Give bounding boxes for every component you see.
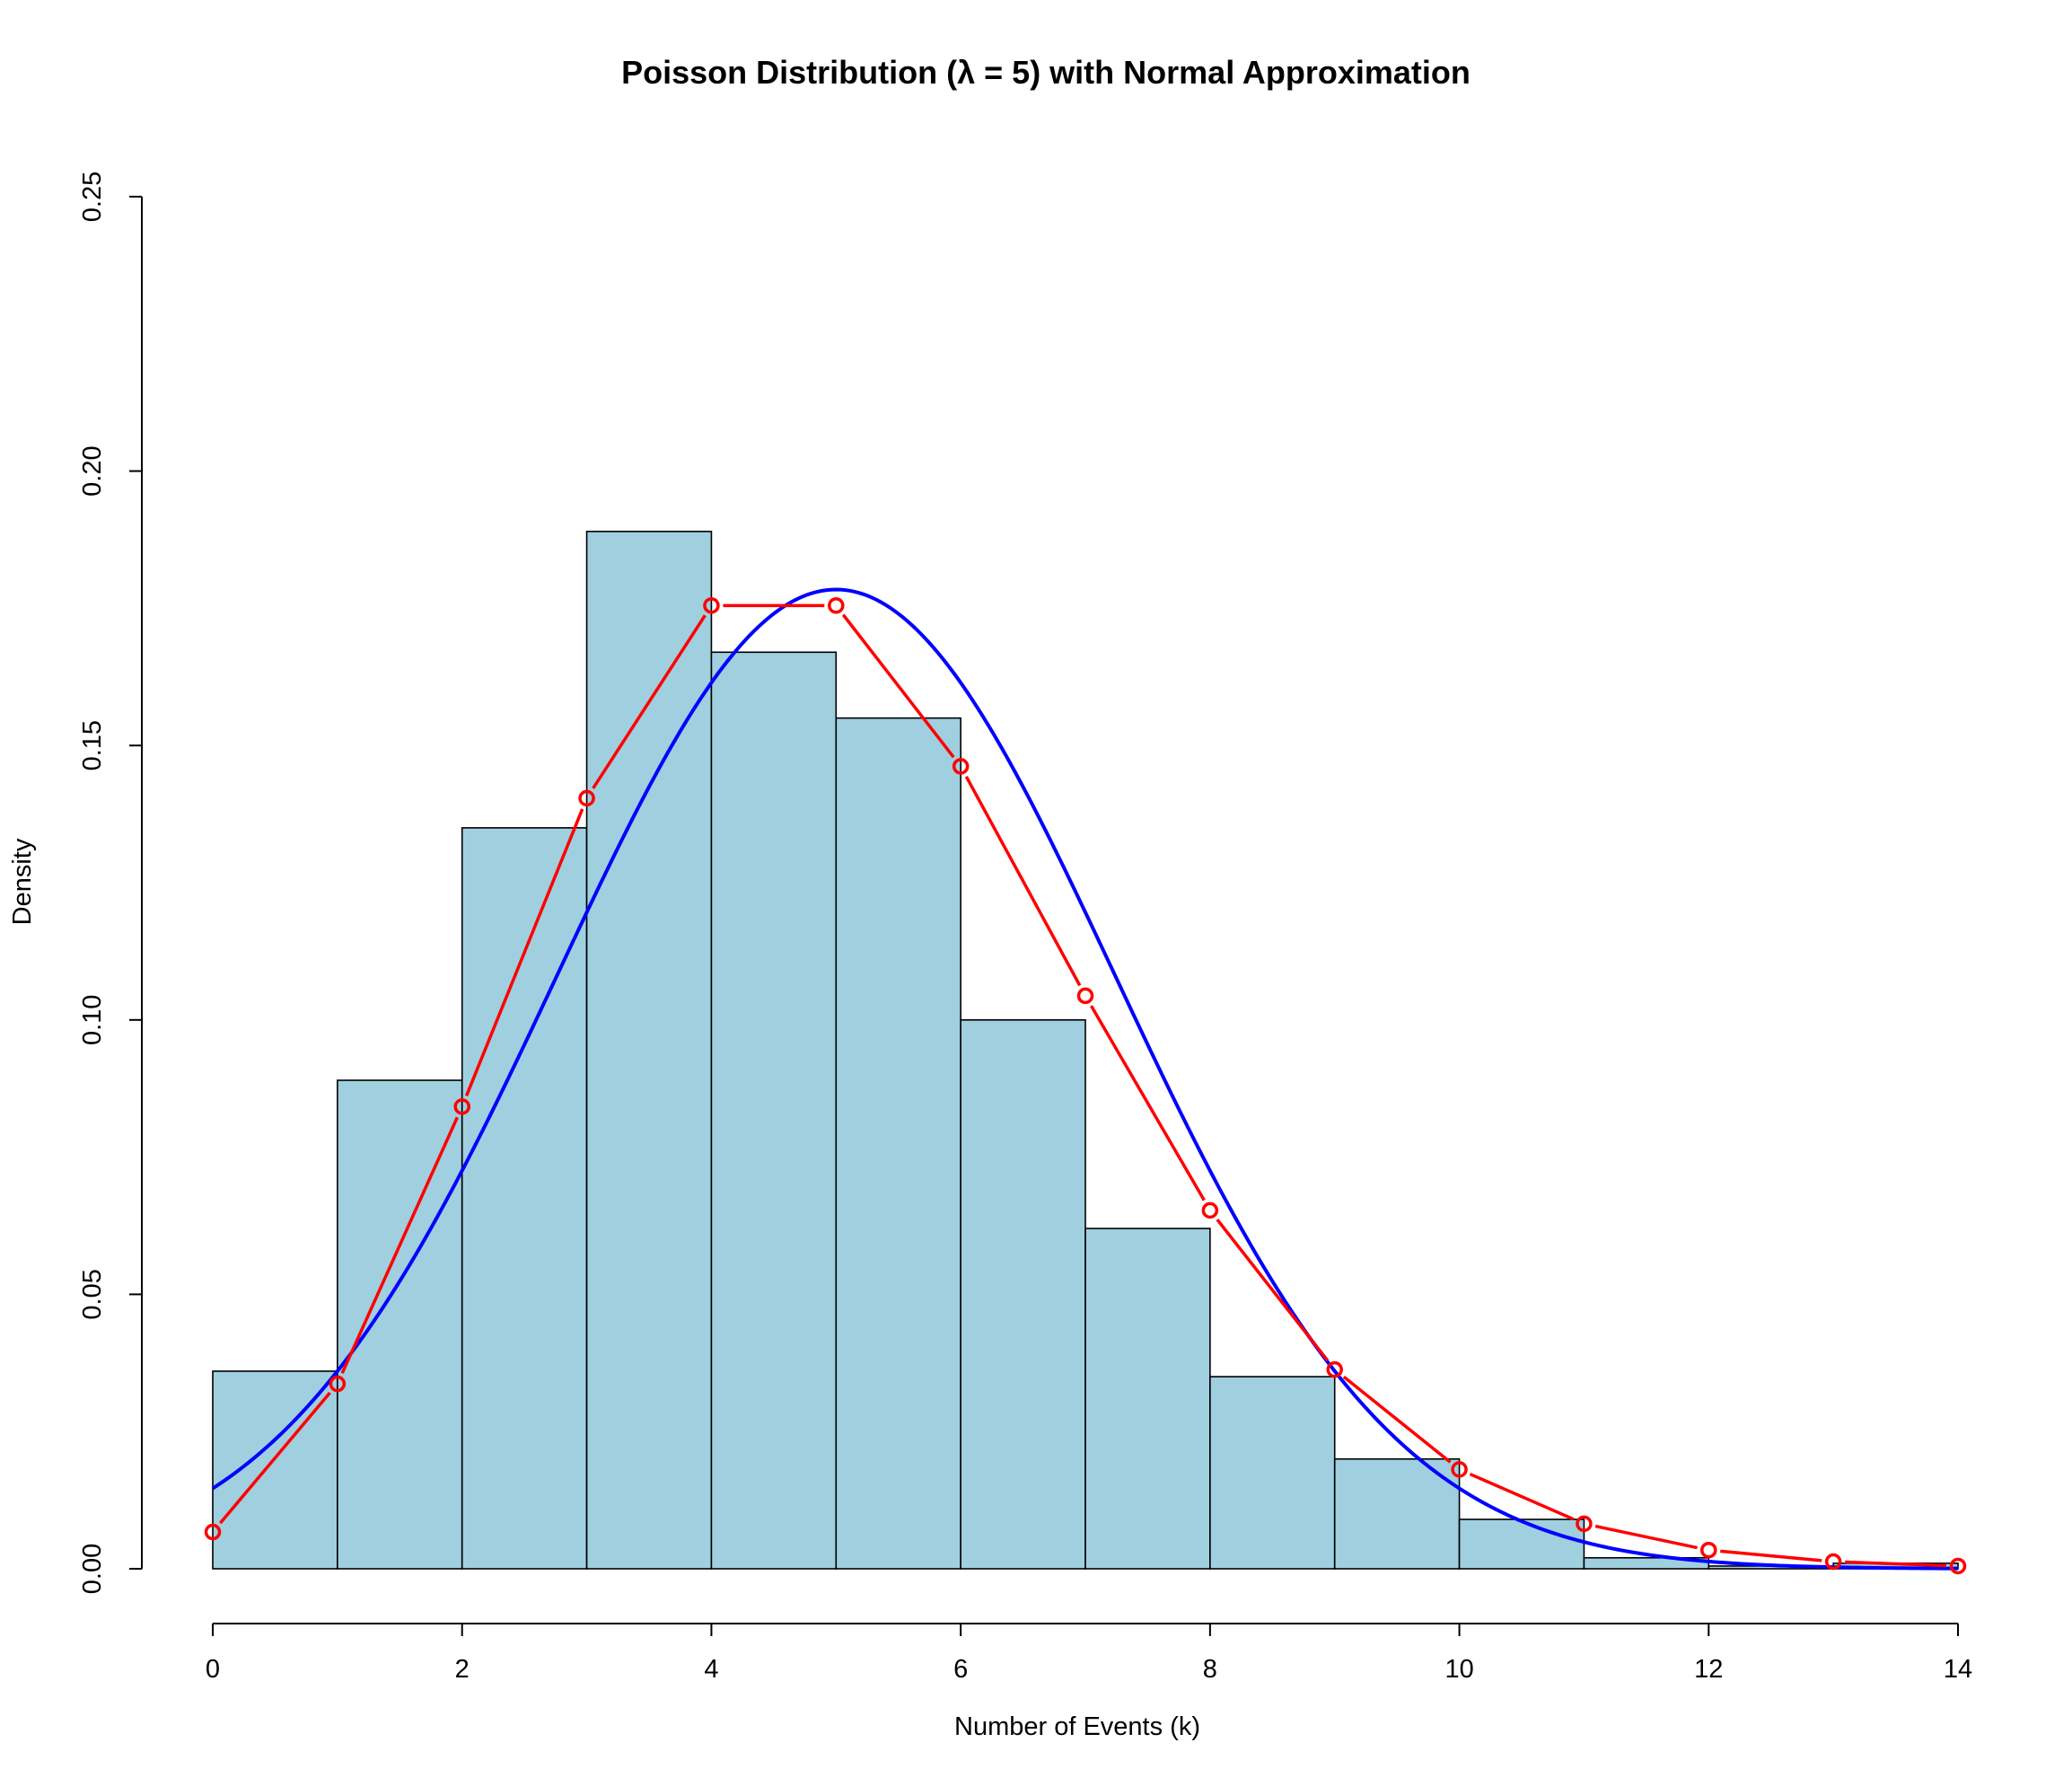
pmf-point: [952, 758, 970, 775]
pmf-point: [1949, 1557, 1967, 1575]
pmf-point: [204, 1523, 222, 1541]
pmf-point: [1700, 1541, 1717, 1559]
histogram-bars: [212, 531, 1959, 1570]
histogram-bar: [337, 1079, 463, 1570]
pmf-point: [1576, 1515, 1593, 1533]
y-tick-label: 0.25: [78, 172, 107, 222]
pmf-point: [578, 789, 595, 807]
y-tick-label: 0.20: [78, 445, 107, 496]
histogram-bar: [461, 827, 588, 1570]
chart-title: Poisson Distribution (λ = 5) with Normal…: [621, 54, 1471, 91]
pmf-line-segment: [1469, 1472, 1575, 1521]
histogram-bar: [710, 651, 838, 1570]
normal-curve-layer: [211, 587, 1959, 1571]
x-tick-label: 2: [455, 1655, 470, 1684]
pmf-line-segment: [1594, 1524, 1698, 1550]
histogram-bar: [1458, 1518, 1585, 1570]
pmf-line-segment: [1720, 1549, 1822, 1562]
normal-curve: [211, 587, 1959, 1571]
y-tick-label: 0.15: [78, 720, 107, 770]
pmf-point: [1824, 1553, 1842, 1571]
pmf-point: [1201, 1201, 1219, 1219]
histogram-bar: [585, 531, 713, 1570]
pmf-line-segment: [1216, 1219, 1330, 1361]
pmf-point: [1076, 987, 1094, 1005]
x-tick-label: 8: [1203, 1655, 1217, 1684]
x-axis-label: Number of Events (k): [954, 1712, 1200, 1741]
x-tick-label: 14: [1944, 1655, 1972, 1684]
x-tick-label: 4: [704, 1655, 718, 1684]
pmf-point: [1451, 1461, 1468, 1478]
y-axis-label: Density: [8, 838, 37, 925]
x-axis: 0 2 4 6 8 10 12 14: [206, 1623, 1972, 1684]
pmf-point: [1326, 1360, 1343, 1378]
x-tick-label: 0: [206, 1655, 220, 1684]
y-tick-label: 0.05: [78, 1269, 107, 1319]
y-tick-label: 0.00: [78, 1544, 107, 1594]
histogram-bar: [212, 1370, 338, 1570]
pmf-line-segment: [1090, 1005, 1206, 1201]
pmf-point: [828, 597, 845, 614]
y-axis: 0.00 0.05 0.10 0.15 0.20 0.25: [78, 172, 143, 1594]
pmf-point: [329, 1375, 347, 1393]
pmf-line-segment: [592, 614, 707, 789]
x-tick-label: 12: [1694, 1655, 1723, 1684]
x-tick-label: 6: [953, 1655, 968, 1684]
pmf-point: [703, 597, 720, 614]
pmf-line-segment: [219, 1391, 331, 1525]
pmf-line-layer: [204, 597, 1967, 1575]
pmf-line-segment: [841, 613, 955, 759]
pmf-line-segment: [964, 776, 1082, 987]
pmf-point: [453, 1098, 470, 1115]
histogram-bar: [960, 1019, 1086, 1570]
y-tick-label: 0.10: [78, 995, 107, 1045]
pmf-line-segment: [464, 808, 584, 1096]
pmf-line-segment: [1845, 1560, 1947, 1568]
histogram-bar: [1084, 1228, 1211, 1570]
histogram-bar: [1209, 1376, 1336, 1570]
histogram-bar: [835, 717, 961, 1570]
pmf-line-segment: [1342, 1375, 1452, 1464]
x-tick-label: 10: [1444, 1655, 1473, 1684]
histogram-bar: [1333, 1457, 1461, 1570]
pmf-line-segment: [340, 1116, 459, 1374]
